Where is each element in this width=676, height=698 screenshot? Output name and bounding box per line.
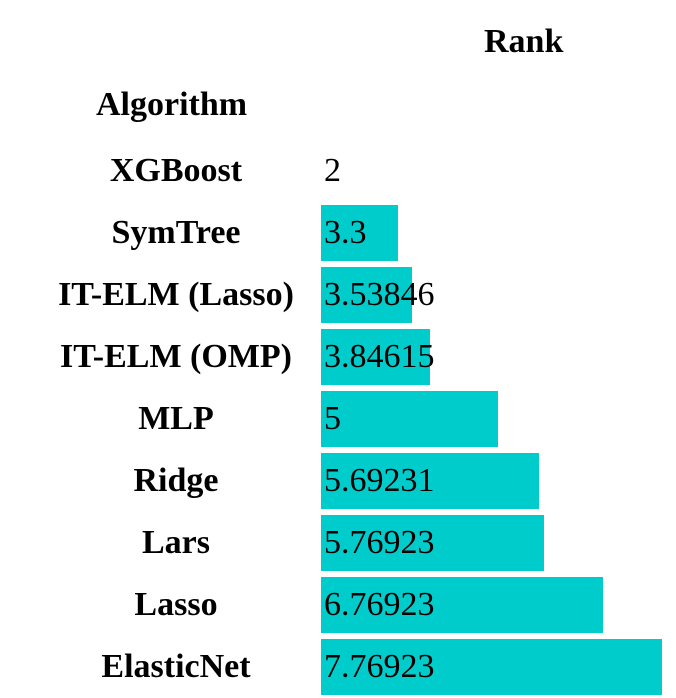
- row-label-algorithm: SymTree: [111, 214, 241, 251]
- rank-value: 2: [324, 152, 341, 189]
- rank-value: 5.76923: [324, 524, 435, 561]
- rank-bar: [321, 639, 662, 695]
- table-row: Ridge 5.69231: [0, 450, 676, 512]
- row-label-algorithm: IT-ELM (OMP): [59, 338, 292, 375]
- rank-value: 5.69231: [324, 462, 435, 499]
- row-label-algorithm: IT-ELM (Lasso): [58, 276, 294, 313]
- rank-value: 6.76923: [324, 586, 435, 623]
- rank-bar: [321, 329, 430, 385]
- table-row: XGBoost 2: [0, 140, 676, 202]
- rank-bar: [321, 577, 603, 633]
- rank-bar: [321, 205, 398, 261]
- rank-value: 3.84615: [324, 338, 435, 375]
- table-row: Lasso 6.76923: [0, 574, 676, 636]
- rank-bar: [321, 391, 498, 447]
- table-row: IT-ELM (Lasso) 3.53846: [0, 264, 676, 326]
- rank-value: 3.3: [324, 214, 367, 251]
- table-row: ElasticNet 7.76923: [0, 636, 676, 698]
- table-row: SymTree 3.3: [0, 202, 676, 264]
- row-label-algorithm: ElasticNet: [101, 648, 251, 685]
- row-label-algorithm: Ridge: [133, 462, 219, 499]
- rank-value: 7.76923: [324, 648, 435, 685]
- rank-bar: [321, 453, 539, 509]
- row-label-algorithm: XGBoost: [109, 152, 243, 189]
- row-label-algorithm: Lasso: [134, 586, 218, 623]
- rank-value: 3.53846: [324, 276, 435, 313]
- row-label-algorithm: MLP: [138, 400, 214, 437]
- table-row: IT-ELM (OMP) 3.84615: [0, 326, 676, 388]
- rank-bar: [321, 267, 412, 323]
- rank-value: 5: [324, 400, 341, 437]
- column-header-rank: Rank: [484, 23, 564, 60]
- rank-bar: [321, 515, 544, 571]
- table-row: Lars 5.76923: [0, 512, 676, 574]
- table-row: MLP 5: [0, 388, 676, 450]
- row-label-algorithm: Lars: [142, 524, 210, 561]
- index-header-algorithm: Algorithm: [96, 86, 248, 123]
